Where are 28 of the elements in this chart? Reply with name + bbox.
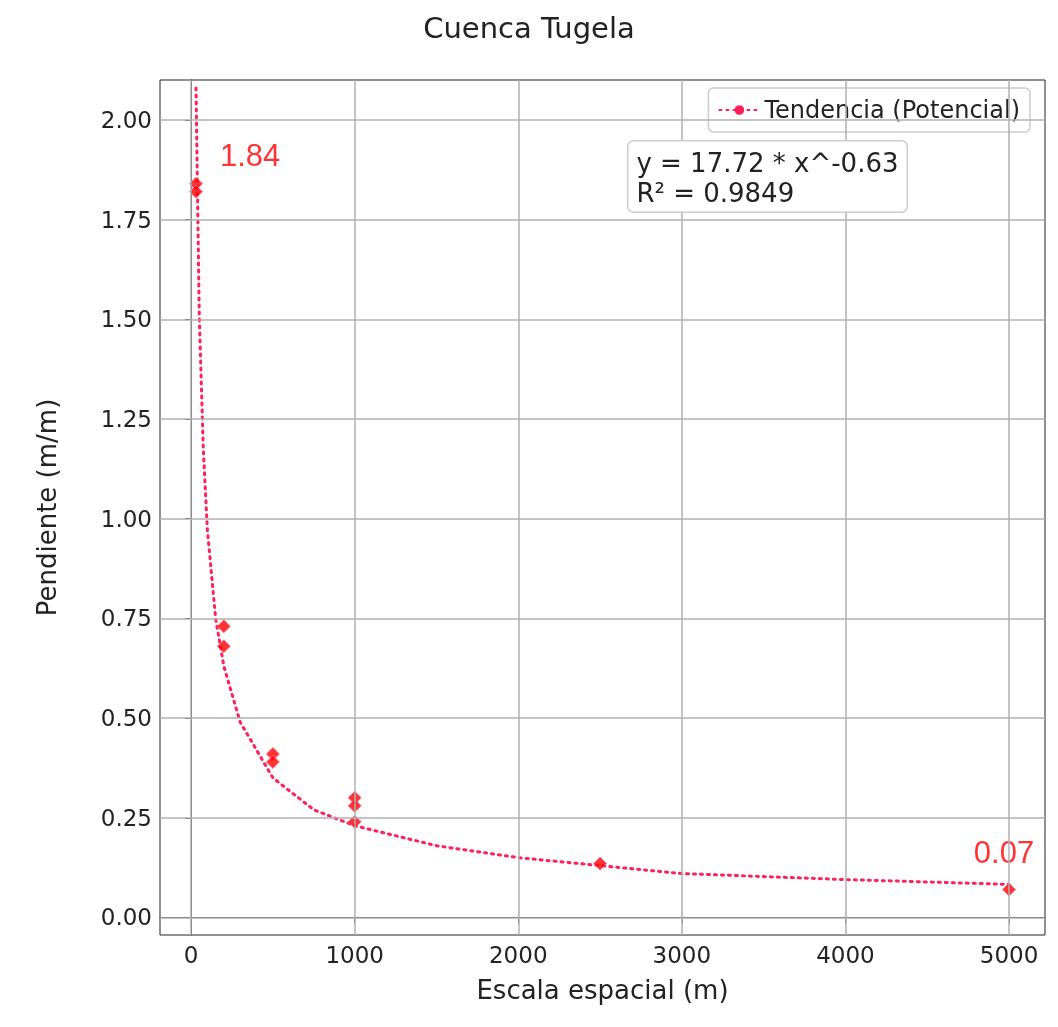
data-label: 1.84 [219, 138, 281, 174]
x-tick-label: 4000 [816, 941, 875, 968]
x-tick-label: 3000 [652, 941, 712, 968]
x-tick-label: 1000 [325, 941, 384, 968]
x-tick-label: 0 [183, 941, 199, 968]
y-tick-label: 2.00 [100, 106, 152, 133]
point [265, 754, 280, 769]
y-tick-label: 0.25 [100, 804, 152, 831]
legend-label: Tendencia (Potencial) [763, 96, 1020, 124]
annotation: y = 17.72 * x^-0.63 [636, 147, 899, 178]
y-tick-label: 1.25 [100, 405, 152, 432]
y-tick-label: 0.00 [100, 904, 152, 931]
x-axis-title: Escala espacial (m) [476, 975, 729, 1005]
y-axis-title: Pendiente (m/m) [32, 398, 62, 617]
chart-title: Cuenca Tugela [423, 10, 635, 45]
y-tick-label: 1.00 [100, 505, 152, 532]
y-tick-label: 0.75 [100, 605, 152, 632]
x-tick-label: 5000 [979, 941, 1039, 968]
point [188, 184, 203, 199]
y-tick-label: 1.50 [100, 306, 152, 333]
annotation: R² = 0.9849 [636, 177, 795, 208]
y-tick-label: 1.75 [100, 206, 152, 233]
y-tick-label: 0.50 [100, 705, 152, 732]
point [216, 619, 231, 634]
point [593, 856, 608, 871]
x-tick-label: 2000 [488, 941, 548, 968]
data-label: 0.07 [973, 834, 1035, 870]
point [216, 639, 231, 654]
